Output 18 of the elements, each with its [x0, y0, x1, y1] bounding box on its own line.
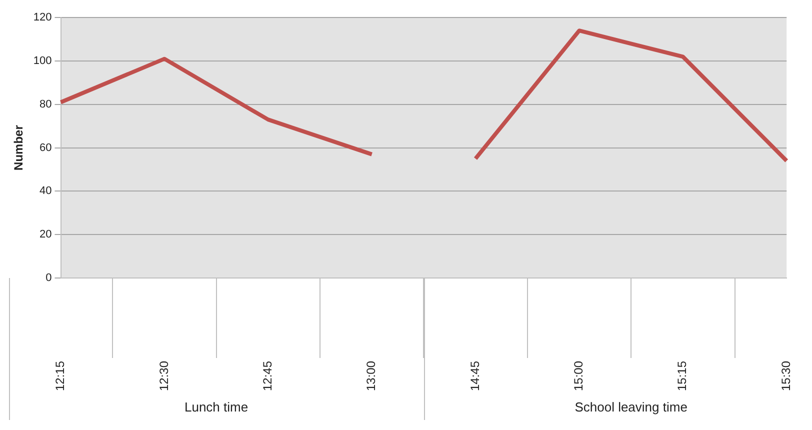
text: Lunch time — [184, 400, 248, 415]
x-tick-label: 12:45 — [260, 360, 274, 391]
y-tick-label: 120 — [33, 12, 52, 24]
x-tick-label: 15:00 — [572, 360, 586, 391]
x-tick-label: 12:30 — [156, 360, 171, 391]
text: School leaving time — [574, 400, 688, 415]
y-tick-label: 40 — [40, 185, 52, 198]
y-tick-label: 80 — [40, 98, 52, 110]
x-tick-label: 12:15 — [53, 360, 68, 391]
y-axis-title: Number — [12, 124, 26, 170]
x-tick-label: 14:45 — [468, 360, 482, 391]
x-tick-label: 13:00 — [364, 360, 378, 391]
y-tick-label: 100 — [33, 55, 52, 68]
y-tick-label: 60 — [40, 142, 52, 154]
x-tick-label: 15:30 — [778, 360, 793, 391]
x-tick-label: 15:15 — [675, 360, 690, 391]
y-tick-label: 20 — [40, 228, 52, 241]
y-tick-label: 0 — [46, 272, 52, 284]
